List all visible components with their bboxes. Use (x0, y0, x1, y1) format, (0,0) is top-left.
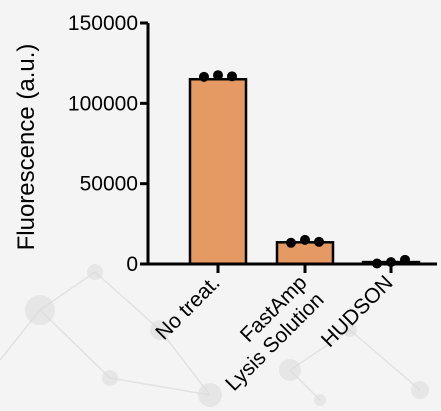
data-point (286, 237, 296, 248)
decor-bond (94, 271, 161, 331)
decor-bond (39, 309, 111, 379)
data-point (314, 236, 324, 247)
y-tick-label: 150000 (68, 12, 138, 35)
bar-2 (275, 241, 335, 266)
data-point (199, 71, 209, 82)
x-tick-label: FastAmpLysis Solution (204, 271, 328, 395)
decor-atom (343, 323, 357, 337)
decor-atom (411, 381, 429, 399)
bar-1 (188, 77, 248, 266)
data-point (300, 234, 310, 245)
decor-bond (109, 377, 211, 396)
decor-bond (349, 329, 421, 391)
decor-atom (198, 383, 222, 407)
x-tick-label: No treat. (151, 271, 224, 344)
axes-layer: 0 50000 100000 150000 No treat. FastAmpLysis … (68, 12, 437, 396)
decor-atom (25, 295, 55, 325)
y-axis-title: Fluorescence (a.u.) (13, 44, 40, 251)
decor-atom (87, 264, 103, 280)
decor-atom (150, 320, 170, 340)
y-tick-label: 0 (126, 253, 138, 276)
decor-bond (289, 329, 351, 371)
decor-bond (159, 329, 211, 396)
decor-atom (102, 370, 118, 386)
decor-atom (314, 394, 326, 406)
x-tick-label: HUDSON (317, 271, 398, 352)
decor-atom (279, 359, 301, 381)
data-point (213, 70, 223, 81)
y-tick-label: 100000 (68, 92, 138, 115)
data-point (227, 71, 237, 82)
y-tick-label: 50000 (80, 173, 138, 196)
data-point (400, 254, 410, 265)
